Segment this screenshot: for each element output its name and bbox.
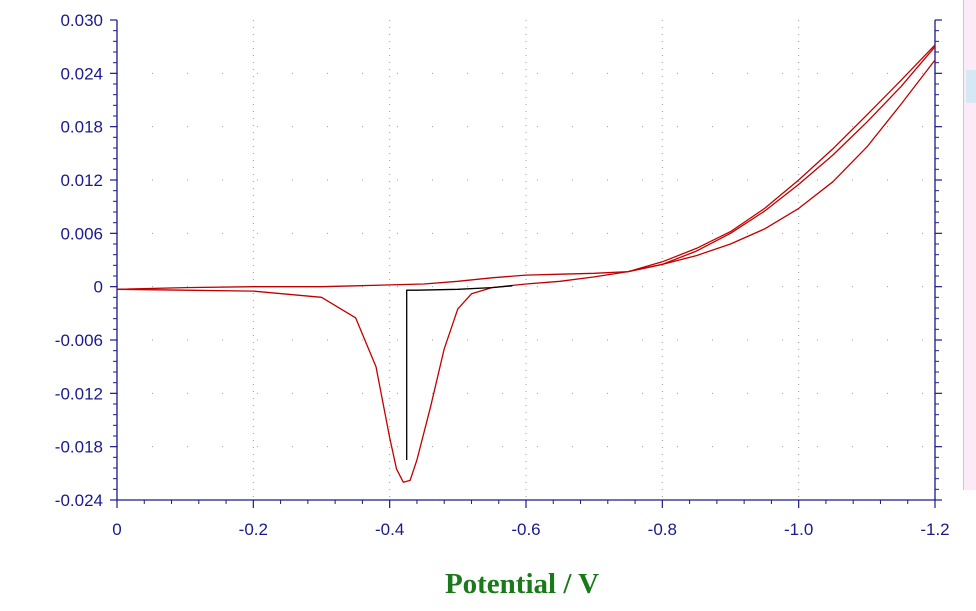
series-lines <box>116 44 936 483</box>
x-tick-label: -0.2 <box>239 520 268 539</box>
y-tick-label: 0 <box>94 278 103 297</box>
axes <box>116 20 936 501</box>
y-tick-label: -0.018 <box>55 438 103 457</box>
grid <box>117 20 935 500</box>
side-panel-edge <box>963 0 976 490</box>
y-tick-label: -0.024 <box>55 491 103 510</box>
y-tick-label: -0.006 <box>55 331 103 350</box>
series-line-0 <box>116 59 936 483</box>
y-tick-label: 0.018 <box>60 118 103 137</box>
tick-marks <box>110 19 942 508</box>
x-tick-label: 0 <box>112 520 121 539</box>
x-tick-label: -1.0 <box>784 520 813 539</box>
tick-labels: 0.030 0.024 0.018 0.012 0.006 0 -0.006 -0.012 -0… <box>55 11 950 539</box>
side-panel-strip <box>966 70 976 103</box>
y-tick-label: 0.006 <box>60 224 103 243</box>
x-axis-label: Potential / V <box>445 568 599 600</box>
x-tick-label: -0.6 <box>511 520 540 539</box>
y-tick-label: -0.012 <box>55 384 103 403</box>
y-tick-label: 0.012 <box>60 171 103 190</box>
y-tick-label: 0.024 <box>60 64 103 83</box>
series-line-1 <box>116 46 936 290</box>
y-tick-label: 0.030 <box>60 11 103 30</box>
series-line-3 <box>406 285 513 460</box>
x-tick-label: -1.2 <box>920 520 949 539</box>
x-tick-label: -0.4 <box>375 520 404 539</box>
series-line-2 <box>628 44 936 273</box>
x-tick-label: -0.8 <box>648 520 677 539</box>
